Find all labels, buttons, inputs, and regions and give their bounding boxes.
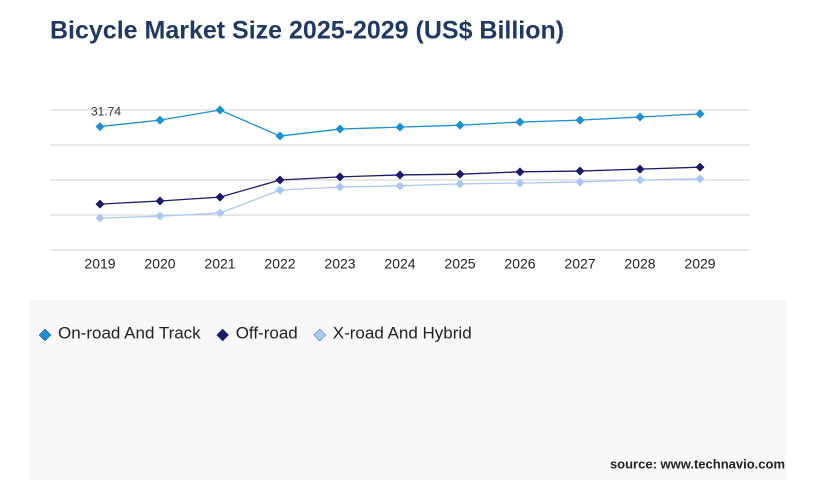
data-point [215, 208, 225, 218]
x-tick-label: 2025 [444, 256, 475, 272]
data-point [95, 213, 105, 223]
data-point [335, 124, 345, 134]
data-point [155, 115, 165, 125]
chart-title: Bicycle Market Size 2025-2029 (US$ Billi… [50, 17, 564, 45]
legend-marker [38, 328, 52, 342]
data-point [215, 192, 225, 202]
data-point [275, 175, 285, 185]
source: source: www.technavio.com [610, 456, 785, 471]
data-point [455, 169, 465, 179]
data-point [515, 178, 525, 188]
data-point [335, 182, 345, 192]
data-point [155, 211, 165, 221]
data-point [515, 167, 525, 177]
legend-label: On-road And Track [58, 323, 201, 342]
legend-label: X-road And Hybrid [333, 323, 472, 342]
x-tick-label: 2028 [624, 256, 655, 272]
legend-label: Off-road [236, 323, 298, 342]
x-tick-label: 2029 [684, 256, 715, 272]
x-tick-label: 2023 [324, 256, 355, 272]
legend-panel [30, 300, 786, 480]
data-point [395, 122, 405, 132]
x-tick-label: 2026 [504, 256, 535, 272]
data-point [395, 170, 405, 180]
data-point [635, 164, 645, 174]
data-point [395, 181, 405, 191]
x-tick-label: 2020 [144, 256, 175, 272]
x-tick-label: 2027 [564, 256, 595, 272]
data-label: 31.74 [91, 105, 121, 119]
data-point [275, 131, 285, 141]
data-point [95, 199, 105, 209]
data-point [455, 120, 465, 130]
data-point [335, 172, 345, 182]
x-tick-label: 2024 [384, 256, 415, 272]
x-tick-label: 2021 [204, 256, 235, 272]
data-point [695, 174, 705, 184]
data-point [215, 105, 225, 115]
data-point [575, 166, 585, 176]
data-point [515, 117, 525, 127]
data-point [635, 112, 645, 122]
x-tick-label: 2022 [264, 256, 295, 272]
data-point [155, 196, 165, 206]
data-point [575, 115, 585, 125]
data-point [695, 162, 705, 172]
data-point [275, 185, 285, 195]
legend-marker [313, 328, 327, 342]
x-tick-label: 2019 [84, 256, 115, 272]
data-point [455, 179, 465, 189]
data-point [635, 175, 645, 185]
legend-marker [216, 328, 230, 342]
data-point [695, 109, 705, 119]
data-point [575, 177, 585, 187]
data-point [95, 122, 105, 132]
